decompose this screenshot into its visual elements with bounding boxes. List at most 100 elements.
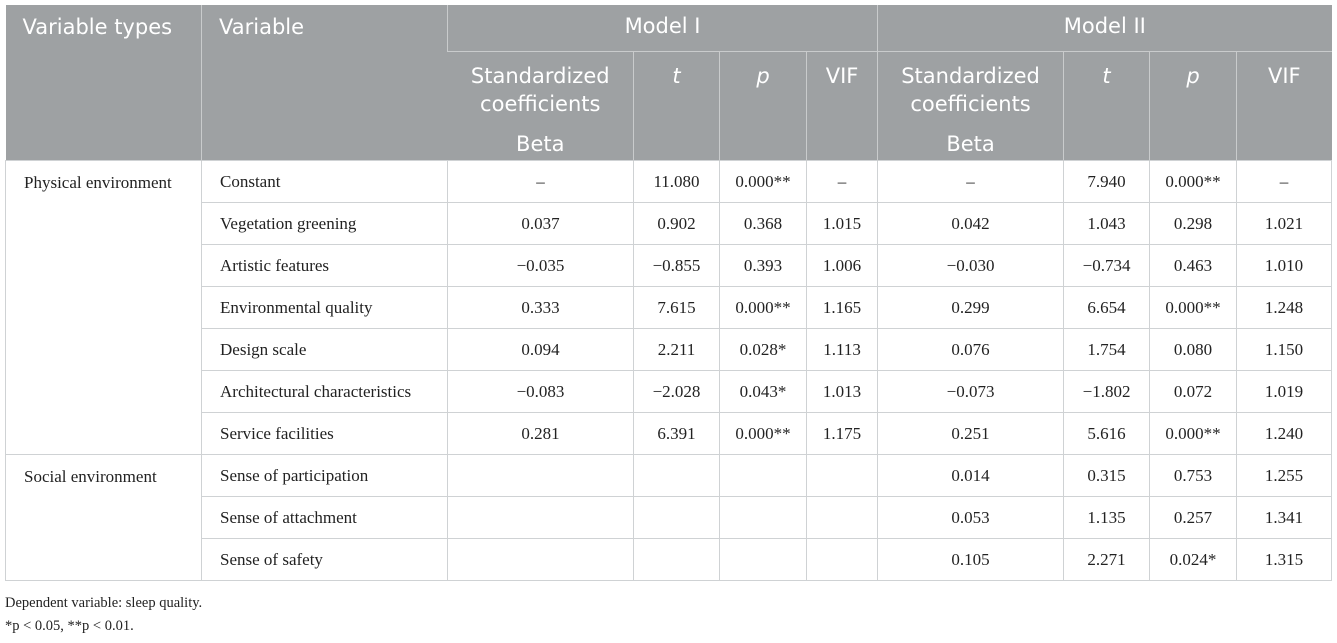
header-m1-t: t [633,51,720,161]
m2-t-cell: 5.616 [1063,412,1151,455]
m2-vif-cell: 1.255 [1236,454,1333,497]
m1-beta-cell [447,454,634,497]
m2-t-cell: −1.802 [1063,370,1151,413]
m1-beta-cell: −0.035 [447,244,634,287]
m2-vif-cell: 1.240 [1236,412,1333,455]
variable-cell: Architectural characteristics [201,370,448,413]
m1-vif-cell: 1.165 [805,286,879,329]
note-dependent-variable: Dependent variable: sleep quality. [5,595,203,611]
note-significance: *p < 0.05, **p < 0.01. [5,618,134,634]
m2-p-cell: 0.072 [1149,370,1238,413]
m2-vif-cell: 1.341 [1236,496,1333,539]
m2-p-cell: 0.298 [1149,202,1238,245]
table-header: Variable types Variable Model I Model II… [5,5,1332,161]
variable-cell: Sense of participation [201,454,448,497]
m2-beta-cell: – [877,160,1065,203]
variable-cell: Environmental quality [201,286,448,329]
m2-t-cell: 1.043 [1063,202,1151,245]
m1-t-cell: −2.028 [633,370,720,413]
std-coef-label: Standardized coefficients [901,64,1040,116]
m2-vif-cell: 1.010 [1236,244,1333,287]
m2-p-cell: 0.080 [1149,328,1238,371]
m1-t-cell: −0.855 [633,244,720,287]
beta-label: Beta [516,132,565,156]
m1-p-cell: 0.028* [719,328,807,371]
variable-cell: Sense of safety [201,538,448,581]
table-row: Artistic features −0.035 −0.855 0.393 1.006−… [6,244,1333,287]
m2-beta-cell: −0.073 [877,370,1065,413]
table-row: Sense of safety 0.105 2.271 0.024* 1.315 [6,538,1333,581]
m1-p-cell [719,496,807,539]
header-m2-p: p [1149,51,1237,161]
m1-p-cell: 0.000** [719,160,807,203]
m2-vif-cell: – [1236,160,1333,203]
m1-vif-cell: 1.175 [805,412,879,455]
header-model-1: Model I [446,5,878,52]
m1-beta-cell: 0.281 [447,412,634,455]
table-row: Vegetation greening 0.037 0.902 0.368 1.015 0… [6,202,1333,245]
m2-beta-cell: 0.251 [877,412,1065,455]
m2-t-cell: −0.734 [1063,244,1151,287]
group-label: Physical environment [5,160,202,455]
m1-beta-cell: 0.333 [447,286,634,329]
table-notes: Dependent variable: sleep quality. *p < … [5,592,202,638]
m1-t-cell [633,538,720,581]
m2-t-cell: 0.315 [1063,454,1151,497]
regression-table: Variable types Variable Model I Model II… [5,5,1333,581]
m1-beta-cell: −0.083 [447,370,634,413]
header-m1-p: p [719,51,807,161]
m1-t-cell: 2.211 [633,328,720,371]
m1-t-cell [633,496,720,539]
table-row: Architectural characteristics −0.083 −2.02… [6,370,1333,413]
m1-p-cell: 0.393 [719,244,807,287]
m1-beta-cell: 0.037 [447,202,634,245]
table-row: Service facilities 0.281 6.391 0.000** 1.175… [6,412,1333,455]
header-m2-t: t [1063,51,1150,161]
m2-beta-cell: 0.299 [877,286,1065,329]
header-m2-vif: VIF [1236,51,1332,161]
variable-cell: Constant [201,160,448,203]
m1-vif-cell [805,496,879,539]
m1-vif-cell: 1.013 [805,370,879,413]
m1-t-cell: 11.080 [633,160,720,203]
group-label: Social environment [5,454,202,581]
m2-p-cell: 0.257 [1149,496,1238,539]
m1-p-cell: 0.000** [719,286,807,329]
m1-beta-cell: – [447,160,634,203]
m2-p-cell: 0.463 [1149,244,1238,287]
m2-vif-cell: 1.315 [1236,538,1333,581]
m2-beta-cell: 0.076 [877,328,1065,371]
variable-cell: Service facilities [201,412,448,455]
m1-beta-cell: 0.094 [447,328,634,371]
m2-t-cell: 2.271 [1063,538,1151,581]
m2-beta-cell: 0.014 [877,454,1065,497]
m1-t-cell: 7.615 [633,286,720,329]
m1-t-cell: 6.391 [633,412,720,455]
beta-label: Beta [946,132,995,156]
table-body: Physical environment Constant –11.080 0.000… [5,160,1333,581]
header-m1-std-coef: Standardized coefficients Beta [447,51,634,161]
m2-vif-cell: 1.248 [1236,286,1333,329]
m2-beta-cell: 0.053 [877,496,1065,539]
m2-p-cell: 0.753 [1149,454,1238,497]
m1-vif-cell: 1.015 [805,202,879,245]
variable-cell: Vegetation greening [201,202,448,245]
m2-vif-cell: 1.021 [1236,202,1333,245]
m2-p-cell: 0.000** [1149,412,1238,455]
table-row: Sense of attachment 0.053 1.135 0.257 1.341 [6,496,1333,539]
variable-cell: Sense of attachment [201,496,448,539]
m2-t-cell: 7.940 [1063,160,1151,203]
m2-vif-cell: 1.019 [1236,370,1333,413]
m1-p-cell: 0.043* [719,370,807,413]
m1-beta-cell [447,496,634,539]
header-m2-std-coef: Standardized coefficients Beta [877,51,1064,161]
table-row: Social environment Sense of participation… [5,454,1333,581]
m2-p-cell: 0.024* [1149,538,1238,581]
m1-p-cell [719,538,807,581]
m2-t-cell: 6.654 [1063,286,1151,329]
header-variable: Variable [201,5,448,161]
header-m1-vif: VIF [805,51,878,161]
m1-beta-cell [447,538,634,581]
m2-t-cell: 1.135 [1063,496,1151,539]
table-row: Design scale 0.094 2.211 0.028* 1.113 0.076 1.… [6,328,1333,371]
